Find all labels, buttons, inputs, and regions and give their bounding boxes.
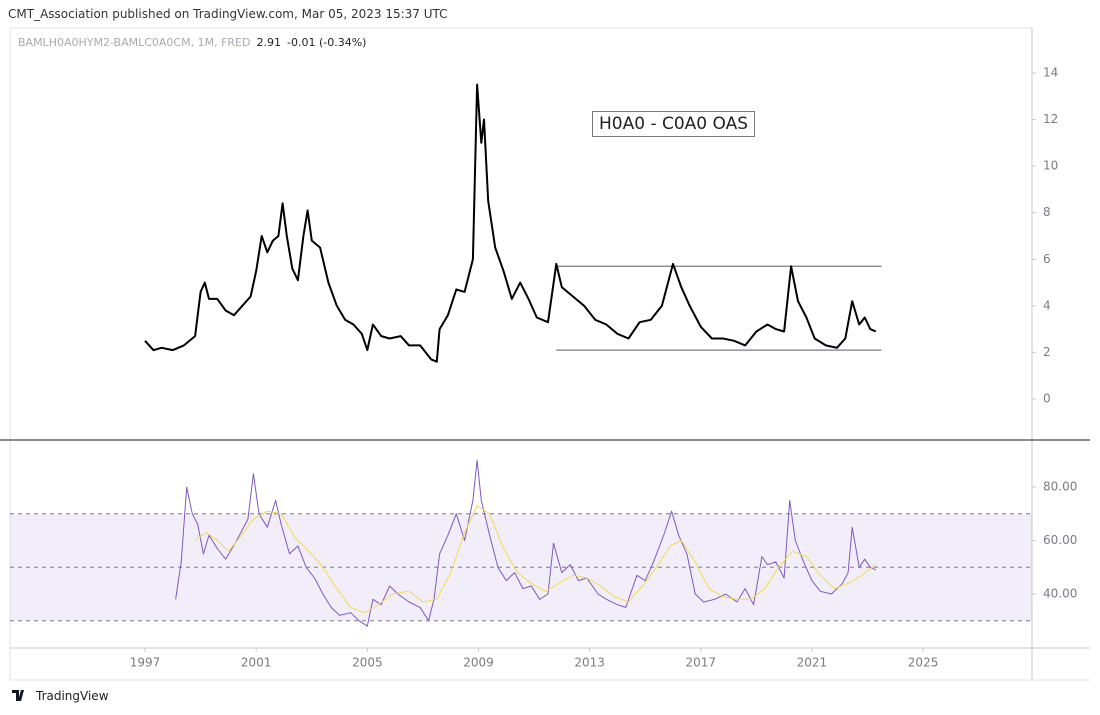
legend: BAMLH0A0HYM2-BAMLC0A0CM, 1M, FRED 2.91 -… [18,36,366,49]
y-tick-label: 6 [1043,252,1051,266]
annotation: H0A0 - C0A0 OAS [592,111,756,137]
y-tick-label: 60.00 [1043,533,1077,547]
series-line [194,505,877,614]
series-line [175,459,877,627]
y-tick-label: 2 [1043,345,1051,359]
y-tick-label: 8 [1043,205,1051,219]
brand: TradingView [36,689,109,703]
x-tick-label: 2021 [797,656,828,670]
publisher-line: CMT_Association published on TradingView… [8,7,448,21]
y-tick-label: 12 [1043,112,1058,126]
x-tick-label: 1997 [130,656,161,670]
x-tick-label: 2025 [908,656,939,670]
y-tick-label: 10 [1043,159,1058,173]
x-tick-label: 2005 [352,656,383,670]
y-tick-label: 40.00 [1043,586,1077,600]
series-line [144,83,877,363]
change: -0.01 (-0.34%) [286,36,367,49]
footer: TradingView [12,689,109,703]
x-tick-label: 2001 [241,656,272,670]
y-tick-label: 0 [1043,392,1051,406]
y-tick-label: 14 [1043,65,1058,79]
logo [12,690,25,701]
last-value: 2.91 [256,36,281,49]
y-tick-label: 4 [1043,298,1051,312]
symbol: BAMLH0A0HYM2-BAMLC0A0CM, 1M, FRED [18,36,251,49]
x-tick-label: 2013 [574,656,605,670]
x-tick-label: 2017 [686,656,717,670]
x-tick-label: 2009 [463,656,494,670]
y-tick-label: 80.00 [1043,480,1077,494]
